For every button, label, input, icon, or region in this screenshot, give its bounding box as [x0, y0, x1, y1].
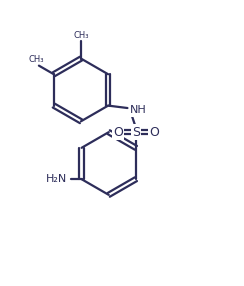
Text: NH: NH: [130, 106, 147, 116]
Text: S: S: [132, 126, 140, 139]
Text: CH₃: CH₃: [29, 55, 44, 64]
Text: O: O: [149, 126, 159, 139]
Text: H₂N: H₂N: [46, 174, 67, 184]
Text: O: O: [113, 126, 123, 139]
Text: CH₃: CH₃: [73, 31, 89, 40]
